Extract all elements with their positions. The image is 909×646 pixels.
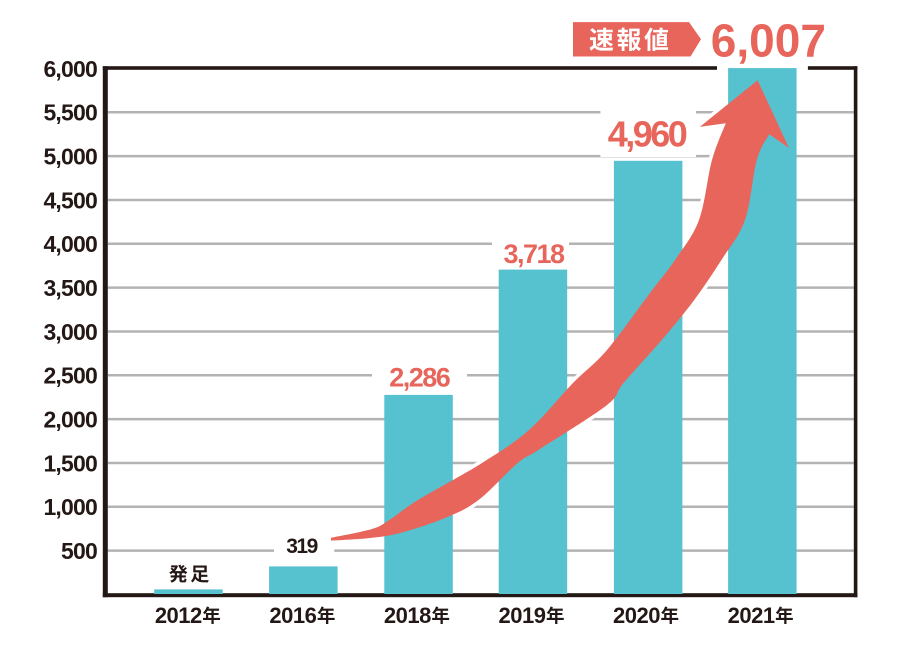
svg-text:4,960: 4,960 (608, 114, 687, 155)
svg-text:3,718: 3,718 (503, 239, 565, 269)
svg-text:4,500: 4,500 (43, 187, 97, 213)
svg-text:3,500: 3,500 (43, 275, 97, 301)
svg-text:1,500: 1,500 (43, 450, 97, 476)
svg-text:319: 319 (286, 535, 317, 558)
svg-text:2020: 2020 (613, 603, 660, 628)
svg-text:4,000: 4,000 (43, 231, 97, 257)
svg-text:2018: 2018 (384, 603, 431, 628)
svg-text:2012: 2012 (155, 603, 202, 628)
svg-text:3,000: 3,000 (43, 319, 97, 345)
svg-text:1,000: 1,000 (43, 494, 97, 520)
svg-text:5,500: 5,500 (43, 100, 97, 126)
svg-text:2021: 2021 (728, 603, 775, 628)
svg-text:6,000: 6,000 (43, 56, 97, 82)
svg-text:500: 500 (61, 538, 97, 564)
svg-text:6,007: 6,007 (711, 15, 826, 67)
svg-text:2,286: 2,286 (389, 363, 451, 393)
svg-text:2,000: 2,000 (43, 406, 97, 432)
svg-text:2019: 2019 (499, 603, 546, 628)
svg-text:2016: 2016 (269, 603, 316, 628)
svg-text:5,000: 5,000 (43, 143, 97, 169)
svg-text:2,500: 2,500 (43, 363, 97, 389)
